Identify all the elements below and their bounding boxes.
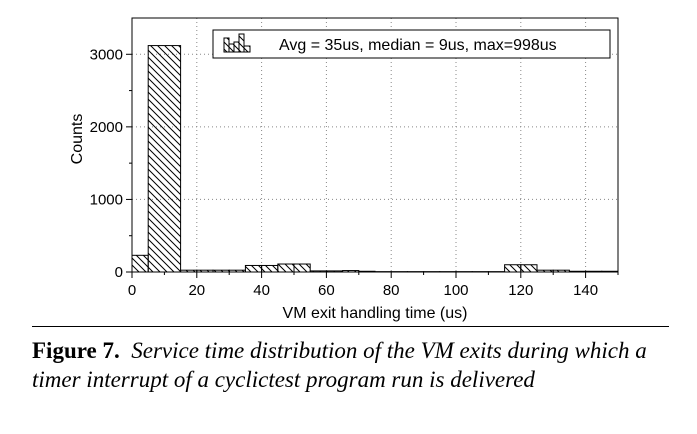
x-tick-label: 120: [508, 282, 533, 299]
x-axis-ticks: 0 20 40 60 80 100 120 140: [128, 272, 619, 299]
plot-frame: [131, 17, 619, 273]
legend: Avg = 35us, median = 9us, max=998us: [212, 29, 611, 59]
x-tick-label: 80: [383, 282, 400, 299]
y-tick-label: 2000: [90, 119, 123, 136]
figure-caption-text: Service time distribution of the VM exit…: [32, 338, 647, 392]
legend-swatch-bar: [243, 45, 251, 53]
histogram-bar: [293, 263, 311, 273]
legend-histogram-swatch: [223, 33, 251, 53]
histogram-bar: [277, 263, 295, 273]
y-tick-label: 0: [115, 264, 123, 281]
x-axis-label: VM exit handling time (us): [283, 305, 468, 322]
x-tick-label: 20: [188, 282, 205, 299]
bars: [131, 45, 619, 273]
caption-divider: [32, 326, 669, 327]
legend-swatch-bar: [228, 43, 235, 53]
histogram-bar: [131, 254, 149, 273]
x-tick-label: 0: [128, 282, 136, 299]
histogram-bar: [504, 264, 522, 273]
legend-box: [212, 29, 611, 59]
x-tick-label: 60: [318, 282, 335, 299]
histogram-bar: [261, 264, 279, 273]
figure-label: Figure 7.: [32, 338, 120, 363]
x-tick-label: 140: [573, 282, 598, 299]
legend-entry: Avg = 35us, median = 9us, max=998us: [279, 37, 557, 54]
y-axis-ticks: 0 1000 2000 3000: [90, 46, 132, 281]
figure-caption: Figure 7. Service time distribution of t…: [32, 336, 672, 394]
legend-swatch-bar: [238, 33, 245, 53]
y-tick-label: 1000: [90, 191, 123, 208]
histogram-bar: [520, 264, 538, 273]
y-axis-label: Counts: [69, 114, 86, 165]
y-tick-label: 3000: [90, 46, 123, 63]
histogram-bar: [147, 45, 182, 273]
x-tick-label: 40: [253, 282, 270, 299]
x-tick-label: 100: [443, 282, 468, 299]
histogram-bar: [244, 264, 263, 273]
legend-swatch-bar: [233, 41, 240, 53]
legend-swatch-bar: [223, 37, 230, 53]
histogram-chart: 0 20 40 60 80 100 120 140 0 1000 2000 3000 VM exit…: [69, 17, 619, 322]
